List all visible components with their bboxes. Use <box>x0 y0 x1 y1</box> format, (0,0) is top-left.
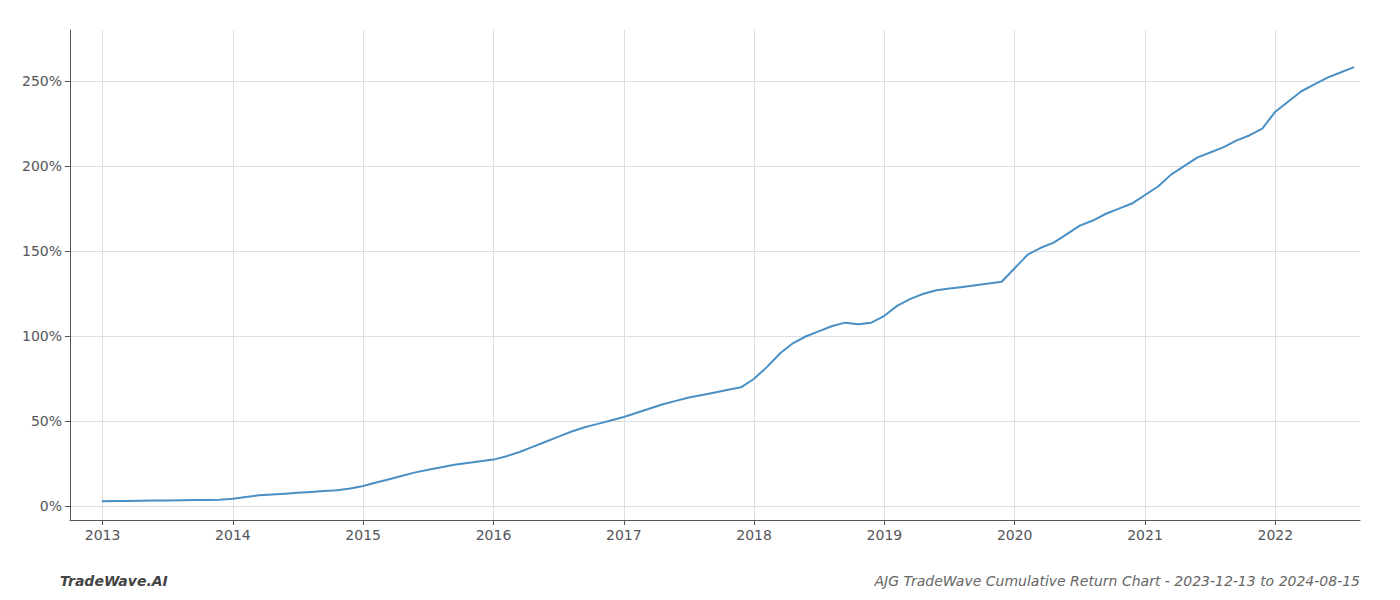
svg-text:2015: 2015 <box>345 527 381 543</box>
svg-text:250%: 250% <box>22 73 62 89</box>
svg-text:0%: 0% <box>40 498 62 514</box>
svg-text:2022: 2022 <box>1257 527 1293 543</box>
svg-text:2021: 2021 <box>1127 527 1163 543</box>
svg-text:AJG TradeWave Cumulative Retur: AJG TradeWave Cumulative Return Chart - … <box>873 573 1360 589</box>
svg-text:100%: 100% <box>22 328 62 344</box>
svg-text:TradeWave.AI: TradeWave.AI <box>60 573 168 589</box>
svg-text:50%: 50% <box>31 413 62 429</box>
svg-text:2014: 2014 <box>215 527 251 543</box>
svg-text:150%: 150% <box>22 243 62 259</box>
svg-text:2017: 2017 <box>606 527 642 543</box>
svg-text:2016: 2016 <box>476 527 512 543</box>
svg-text:2013: 2013 <box>85 527 121 543</box>
svg-text:2018: 2018 <box>736 527 772 543</box>
svg-text:2019: 2019 <box>867 527 903 543</box>
svg-text:2020: 2020 <box>997 527 1033 543</box>
svg-text:200%: 200% <box>22 158 62 174</box>
